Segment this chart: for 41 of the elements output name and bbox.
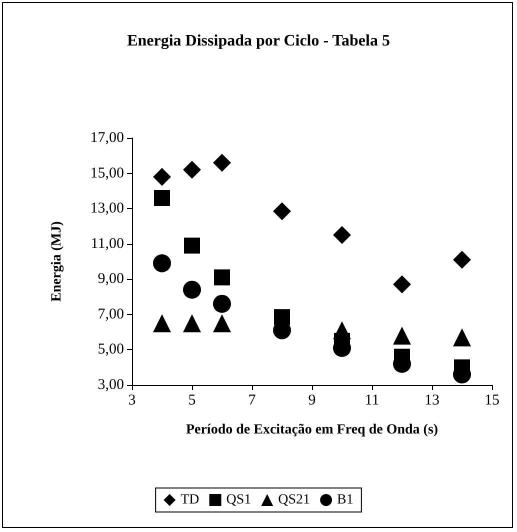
x-tick-label: 7 (248, 392, 256, 408)
point (153, 314, 171, 332)
legend-label: B1 (337, 492, 354, 508)
y-tick-label: 9,00 (98, 271, 124, 288)
x-tick-label: 9 (308, 392, 316, 408)
y-tick-label: 3,00 (98, 377, 124, 393)
point (213, 154, 231, 172)
x-tick-label: 11 (364, 392, 380, 408)
y-tick-label: 13,00 (90, 200, 124, 217)
point (213, 314, 231, 332)
y-tick-label: 15,00 (90, 165, 124, 182)
x-tick-label: 13 (424, 392, 440, 408)
point (214, 269, 230, 286)
x-axis-title: Período de Excitação em Freq de Onda (s) (186, 422, 438, 438)
y-tick-label: 5,00 (98, 342, 124, 358)
legend-label: QS1 (226, 492, 252, 508)
point (153, 254, 171, 272)
point (183, 280, 201, 299)
x-tick-label: 5 (188, 392, 196, 408)
y-axis-title: Energia (MJ) (50, 220, 64, 302)
point (273, 202, 291, 220)
point (393, 275, 411, 294)
point (153, 168, 171, 186)
point (393, 326, 411, 345)
point (333, 226, 351, 244)
point (183, 160, 201, 179)
point (154, 190, 170, 206)
point (184, 238, 200, 254)
y-tick-label: 11,00 (90, 236, 124, 252)
x-tick-label: 15 (484, 392, 500, 408)
y-tick-label: 17,00 (90, 130, 124, 146)
point (453, 328, 471, 346)
point (183, 314, 201, 332)
chart-title: Energia Dissipada por Ciclo - Tabela 5 (127, 32, 390, 50)
point (453, 250, 471, 269)
legend-label: TD (180, 492, 200, 508)
y-tick-label: 7,00 (98, 306, 124, 322)
legend-label: QS21 (278, 492, 310, 508)
point (213, 294, 231, 313)
point (333, 321, 351, 340)
x-tick-label: 3 (128, 392, 136, 408)
